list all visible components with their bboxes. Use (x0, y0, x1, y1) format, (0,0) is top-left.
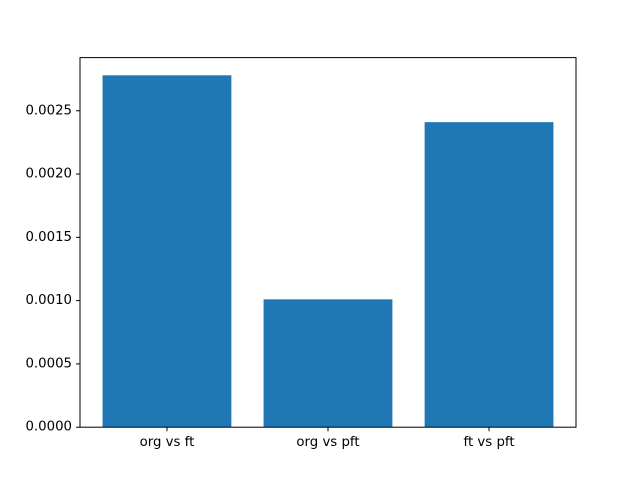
y-tick-label: 0.0020 (25, 167, 72, 182)
y-tick-label: 0.0005 (25, 356, 72, 371)
bar-org-vs-pft (263, 299, 393, 428)
x-tick-label: ft vs pft (464, 435, 515, 450)
bar-ft-vs-pft (424, 122, 554, 428)
x-tick-label: org vs ft (140, 435, 195, 450)
y-tick-label: 0.0025 (25, 103, 72, 118)
y-tick-label: 0.0010 (25, 293, 72, 308)
y-tick-label: 0.0015 (25, 230, 72, 245)
y-tick-label: 0.0000 (25, 420, 72, 435)
x-tick-label: org vs pft (296, 435, 359, 450)
bar-org-vs-ft (102, 75, 232, 428)
